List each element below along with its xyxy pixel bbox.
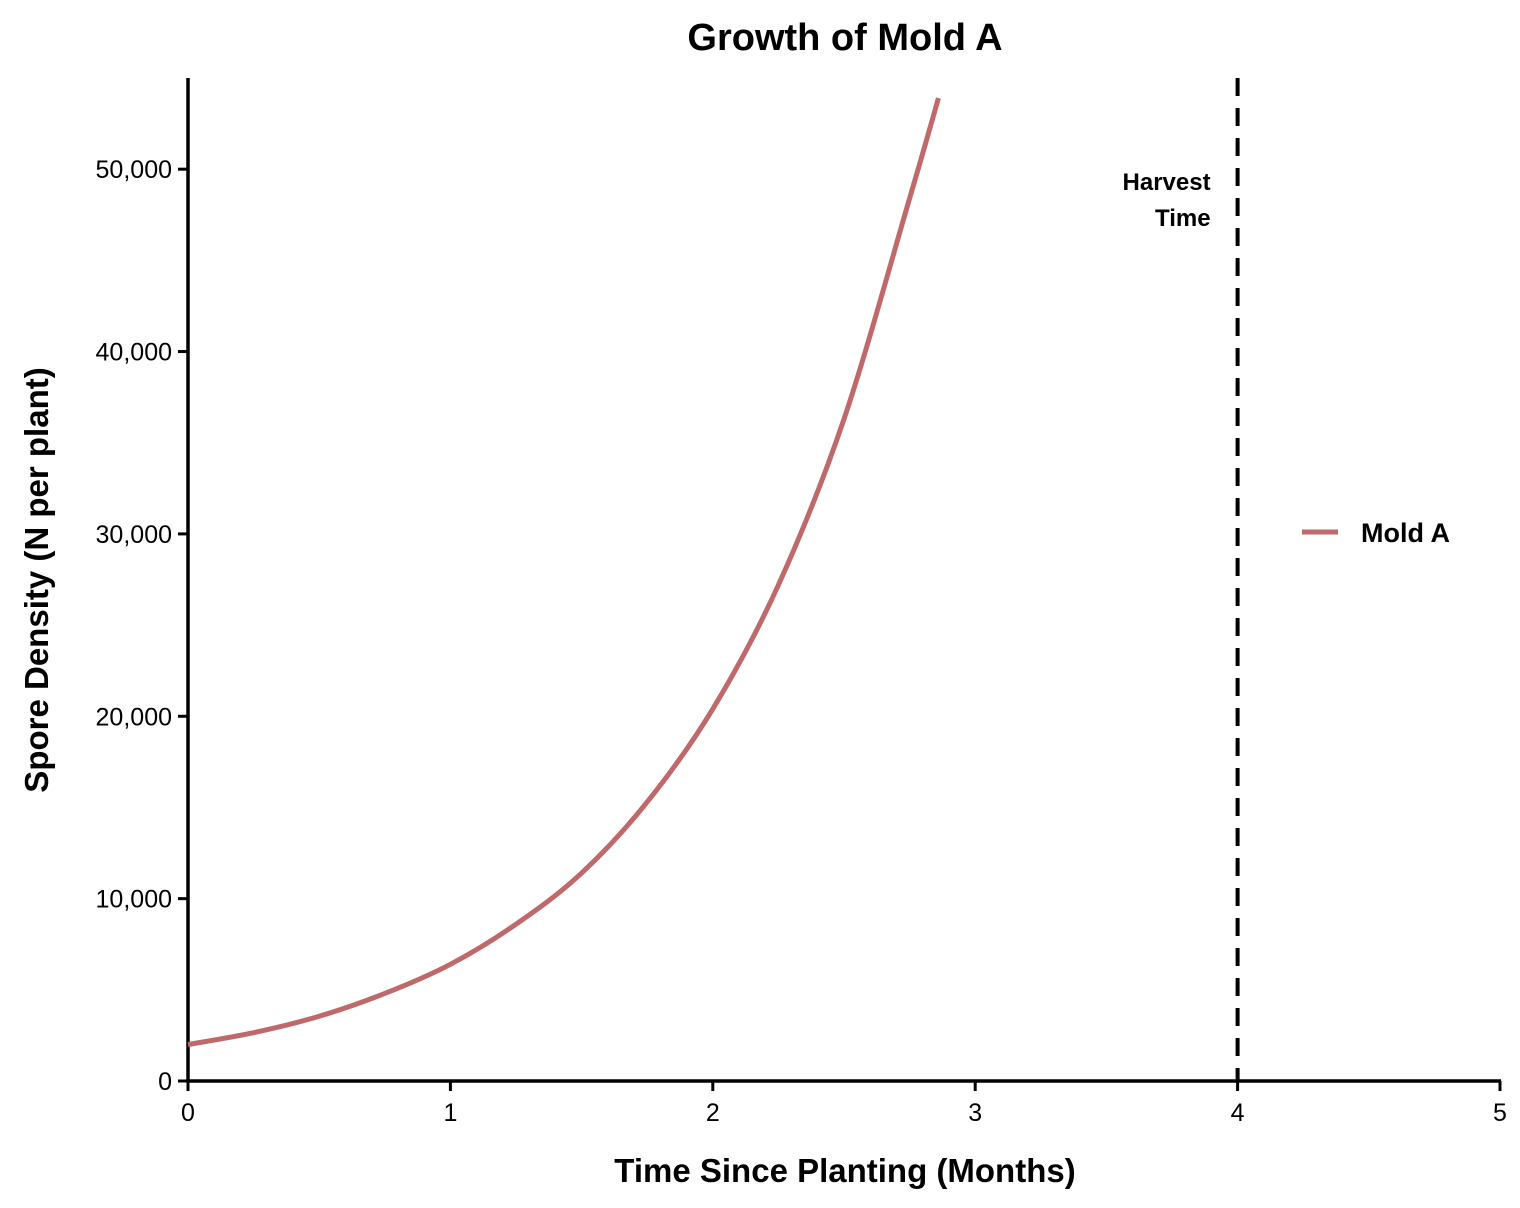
y-tick-label: 10,000 [96, 886, 172, 914]
series-line-mold-a [187, 97, 941, 1047]
x-ticks: 0 1 2 3 4 5 [181, 1081, 1507, 1127]
y-tick-label: 30,000 [96, 521, 172, 549]
reference-lines: Harvest Time [1123, 78, 1240, 1081]
x-tick-label: 4 [1231, 1099, 1245, 1127]
harvest-time-label: Time [1155, 205, 1211, 232]
y-ticks: 0 10,000 20,000 30,000 40,000 50,000 [96, 156, 188, 1096]
legend: Mold A [1302, 518, 1450, 548]
y-tick-label: 40,000 [96, 339, 172, 367]
x-tick-label: 5 [1493, 1099, 1507, 1127]
harvest-time-label: Harvest [1123, 169, 1211, 196]
y-tick-label: 0 [158, 1068, 172, 1096]
x-tick-label: 0 [181, 1099, 195, 1127]
x-axis-title: Time Since Planting (Months) [614, 1152, 1075, 1189]
x-tick-label: 1 [443, 1099, 457, 1127]
x-tick-label: 3 [968, 1099, 982, 1127]
plot-area: 0 1 2 3 4 5 0 10,000 20,000 30,000 40,000 50,000 H… [96, 78, 1507, 1127]
x-tick-label: 2 [706, 1099, 720, 1127]
series-group [187, 97, 941, 1047]
chart-title: Growth of Mold A [687, 17, 1002, 59]
y-tick-label: 50,000 [96, 156, 172, 184]
y-tick-label: 20,000 [96, 703, 172, 731]
legend-label: Mold A [1361, 518, 1450, 548]
y-axis-title: Spore Density (N per plant) [18, 367, 55, 792]
